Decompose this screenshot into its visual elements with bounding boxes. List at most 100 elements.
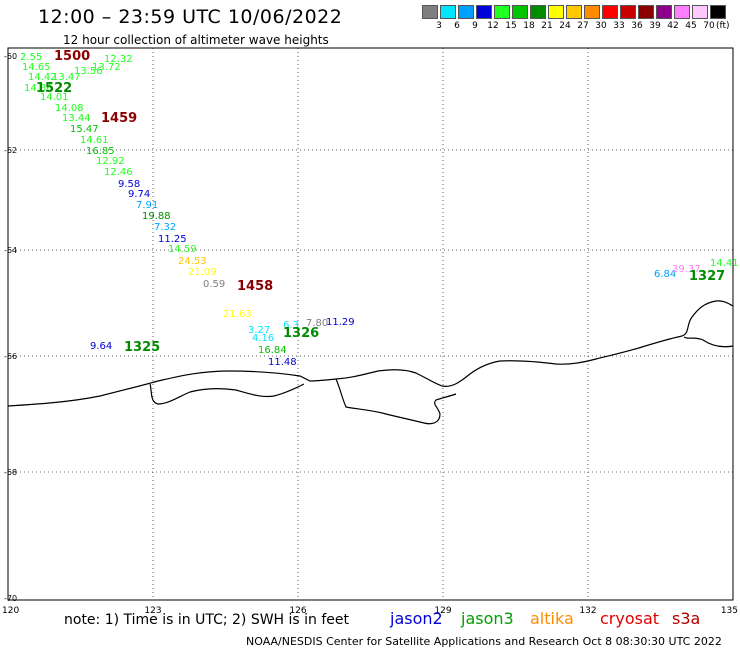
wave-height-value: 16.84 <box>258 345 287 356</box>
legend-cryosat: cryosat <box>600 609 660 628</box>
longitude-label: 126 <box>289 606 306 616</box>
wave-height-value: 9.74 <box>128 189 150 200</box>
wave-height-value: 12.46 <box>104 167 133 178</box>
wave-height-value: 13.47 <box>52 72 81 83</box>
legend-altika: altika <box>530 609 574 628</box>
wave-height-value: 2.55 <box>20 52 42 63</box>
latitude-labels: -60 -62 -64 -66 -68 -70 <box>4 52 17 603</box>
time-label: 1325 <box>124 340 160 355</box>
scale-label: 27 <box>577 21 589 31</box>
wave-height-value: 7.32 <box>154 222 176 233</box>
scale-swatch <box>710 5 726 19</box>
antarctic-coastline <box>7 300 734 425</box>
latitude-label: -66 <box>4 352 17 361</box>
wave-height-value: 14.42 <box>28 72 57 83</box>
longitude-label: 120 <box>2 606 19 616</box>
time-label: 1500 <box>54 49 90 64</box>
scale-label: 3 <box>436 21 442 31</box>
wave-height-value: 3.27 <box>248 325 270 336</box>
scale-unit: (ft) <box>716 21 730 31</box>
scale-label: 45 <box>685 21 697 31</box>
footer-credit: NOAA/NESDIS Center for Satellite Applica… <box>246 635 722 648</box>
scale-swatch <box>602 5 618 19</box>
wave-height-value: 14.01 <box>40 92 69 103</box>
wave-height-value: 7.80 <box>306 318 328 329</box>
scale-swatch <box>440 5 456 19</box>
wave-height-value: 14.65 <box>22 62 51 73</box>
time-label: 1459 <box>101 111 137 126</box>
scale-label: 30 <box>595 21 607 31</box>
scale-swatch <box>476 5 492 19</box>
wave-height-value: 24.53 <box>178 256 207 267</box>
scale-label: 42 <box>667 21 679 31</box>
longitude-label: 132 <box>579 606 596 616</box>
wave-height-value: 12.32 <box>104 54 133 65</box>
scale-swatch <box>566 5 582 19</box>
scale-label: 18 <box>523 21 535 31</box>
wave-height-value: 21.09 <box>188 267 217 278</box>
time-label: 1458 <box>237 279 273 294</box>
time-labels-layer: 1500 1522 1459 1458 1326 1325 1327 <box>36 49 725 355</box>
scale-swatch <box>422 5 438 19</box>
scale-label: 12 <box>487 21 499 31</box>
longitude-label: 129 <box>434 606 451 616</box>
scale-swatch <box>584 5 600 19</box>
scale-swatch <box>674 5 690 19</box>
page-subtitle: 12 hour collection of altimeter wave hei… <box>63 33 329 47</box>
wave-height-value: 13.56 <box>74 66 103 77</box>
wave-height-value: 11.29 <box>326 317 355 328</box>
longitude-labels: 120 123 126 129 132 135 <box>2 606 738 616</box>
scale-label: 6 <box>454 21 460 31</box>
scale-swatch <box>512 5 528 19</box>
latitude-label: -70 <box>4 594 17 603</box>
wave-height-value: 9.64 <box>90 341 112 352</box>
wave-height-value: 13.72 <box>92 62 121 73</box>
scale-swatch <box>548 5 564 19</box>
scale-label: 9 <box>472 21 478 31</box>
wave-height-value: 11.48 <box>268 357 297 368</box>
scale-swatch <box>494 5 510 19</box>
scale-label: 33 <box>613 21 625 31</box>
wave-height-value: 4.16 <box>252 333 274 344</box>
wave-height-value: 12.92 <box>96 156 125 167</box>
wave-height-value: 14.61 <box>80 135 109 146</box>
scale-label: 15 <box>505 21 517 31</box>
page-title: 12:00 – 23:59 UTC 10/06/2022 <box>38 6 343 28</box>
scale-swatch <box>692 5 708 19</box>
time-label: 1326 <box>283 326 319 341</box>
wave-height-value: 16.85 <box>86 146 115 157</box>
scale-swatch <box>638 5 654 19</box>
observations-layer: 2.5514.6514.4214.8613.4713.5613.7212.321… <box>20 52 739 368</box>
scale-swatch <box>458 5 474 19</box>
wave-height-value: 0.59 <box>203 279 225 290</box>
wave-height-value: 6.3 <box>283 320 299 331</box>
time-label: 1522 <box>36 81 72 96</box>
latitude-label: -62 <box>4 146 17 155</box>
wave-height-value: 14.59 <box>168 244 197 255</box>
wave-height-value: 11.25 <box>158 234 187 245</box>
wave-height-value: 15.47 <box>70 124 99 135</box>
wave-height-value: 14.86 <box>24 83 53 94</box>
scale-label: 39 <box>649 21 661 31</box>
scale-swatch <box>530 5 546 19</box>
wave-height-value: 21.63 <box>223 309 252 320</box>
legend-s3a: s3a <box>672 609 701 628</box>
latitude-label: -64 <box>4 246 17 255</box>
scale-label: 24 <box>559 21 571 31</box>
wave-height-value: 14.41 <box>710 258 739 269</box>
scale-swatch <box>656 5 672 19</box>
time-label: 1327 <box>689 269 725 284</box>
wave-height-value: 9.58 <box>118 179 140 190</box>
scale-label: 36 <box>631 21 643 31</box>
legend-jason3: jason3 <box>461 609 514 628</box>
wave-height-value: 39.37 <box>672 264 701 275</box>
legend-jason2: jason2 <box>390 609 443 628</box>
scale-label: 21 <box>541 21 553 31</box>
map-frame <box>7 47 734 601</box>
scale-label: 70 <box>703 21 715 31</box>
lat-lon-grid <box>8 48 733 600</box>
longitude-label: 123 <box>144 606 161 616</box>
wave-height-value: 13.44 <box>62 113 91 124</box>
latitude-label: -68 <box>4 468 17 477</box>
